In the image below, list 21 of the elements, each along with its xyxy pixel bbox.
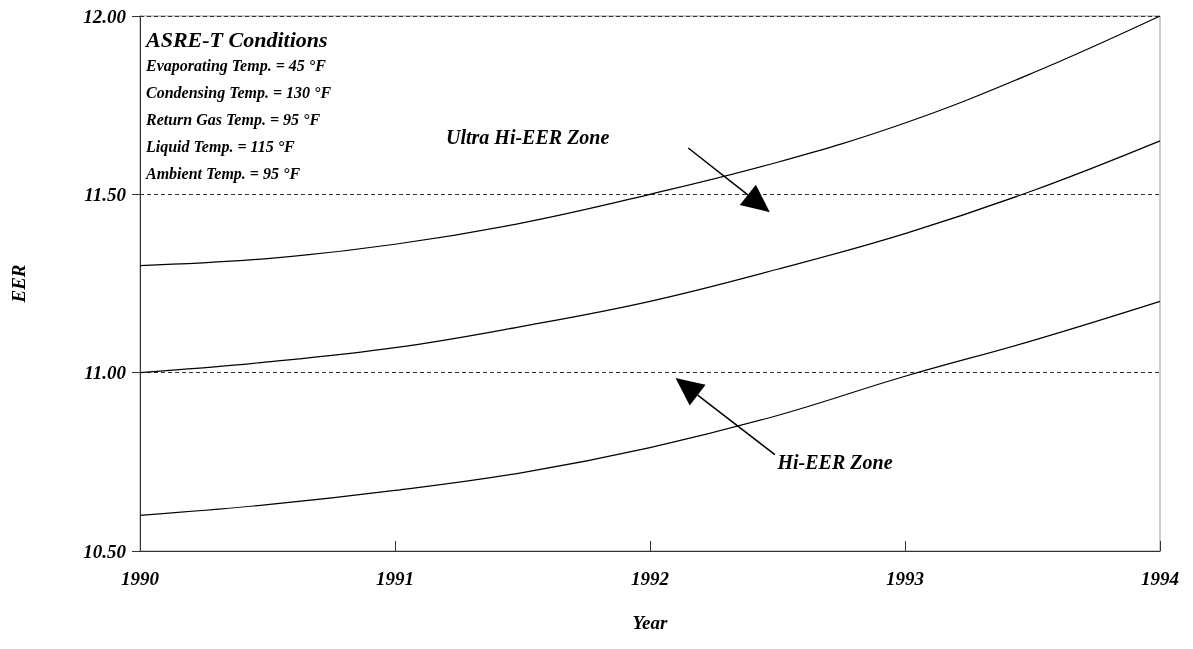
x-axis-title: Year xyxy=(632,612,669,633)
y-axis-title: EER xyxy=(8,264,29,304)
annotation: ASRE-T Conditions xyxy=(144,26,328,52)
annotation: Condensing Temp. = 130 °F xyxy=(146,83,332,102)
line-series xyxy=(139,300,1161,516)
x-tick-label: 1991 xyxy=(376,568,414,589)
y-tick-label: 10.50 xyxy=(83,540,127,562)
annotation: Liquid Temp. = 115 °F xyxy=(145,137,296,156)
x-tick-label: 1990 xyxy=(121,568,160,589)
annotation: Evaporating Temp. = 45 °F xyxy=(145,56,327,75)
annotation: Hi-EER Zone xyxy=(776,450,893,473)
x-tick-label: 1994 xyxy=(1141,568,1179,589)
line-series xyxy=(139,15,1161,267)
x-tick-label: 1992 xyxy=(631,568,670,589)
x-tick-label: 1993 xyxy=(886,568,924,589)
annotation: Ultra Hi-EER Zone xyxy=(446,126,610,149)
annotation: Return Gas Temp. = 95 °F xyxy=(145,110,321,129)
y-tick-label: 11.50 xyxy=(84,183,127,205)
y-tick-label: 11.00 xyxy=(84,362,127,384)
annotation: Ambient Temp. = 95 °F xyxy=(145,164,301,183)
y-tick-label: 12.00 xyxy=(83,5,127,27)
